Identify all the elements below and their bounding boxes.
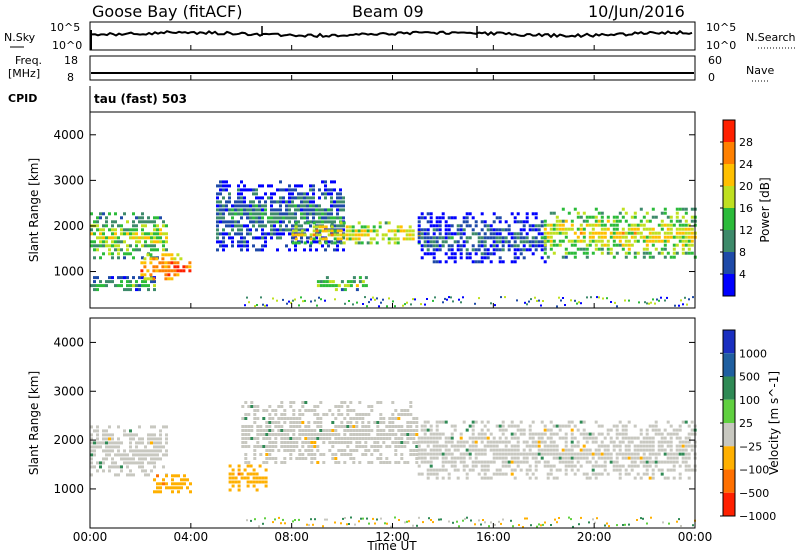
beam-title: Beam 09 — [352, 2, 424, 21]
power-colorbar-label-4: 20 — [739, 180, 753, 193]
velocity-y-axis-label: Slant Range [km] — [27, 371, 41, 475]
power-panel-frame — [89, 111, 696, 309]
nsky-label: N.Sky — [4, 31, 36, 44]
power-echo-band-0 — [90, 212, 168, 260]
xtick-label-1: 04:00 — [174, 530, 209, 544]
freq-label-line1: Freq. — [15, 54, 42, 67]
nave-label: Nave — [746, 64, 774, 77]
x-axis-label: Time UT — [366, 539, 417, 553]
velocity-ytick-label-0: 1000 — [53, 482, 84, 496]
velocity-colorbar-swatch-4 — [723, 423, 735, 447]
xtick-label-3: 12:00 — [375, 530, 410, 544]
power-ytick-label-3: 4000 — [53, 128, 84, 142]
power-colorbar-label-3: 16 — [739, 202, 753, 215]
velocity-colorbar-label-5: −100 — [739, 464, 769, 477]
xtick-label-5: 20:00 — [577, 530, 612, 544]
power-colorbar-label-6: 28 — [739, 136, 753, 149]
date-title: 10/Jun/2016 — [588, 2, 685, 21]
power-colorbar-swatch-5 — [723, 164, 735, 186]
power-ytick-label-2: 3000 — [53, 173, 84, 187]
nsearch-label: N.Search — [746, 31, 796, 44]
power-echo-band-6 — [417, 212, 547, 264]
velocity-colorbar-label-2: 100 — [739, 394, 760, 407]
xtick-label-2: 08:00 — [274, 530, 309, 544]
velocity-colorbar-swatch-5 — [723, 446, 735, 470]
nsky-tick-bottom: 10^0 — [52, 39, 82, 52]
power-colorbar-label-1: 8 — [739, 246, 746, 259]
power-colorbar-label: Power [dB] — [758, 177, 772, 242]
velocity-heatmap-echoes — [90, 401, 697, 528]
power-colorbar-label-2: 12 — [739, 224, 753, 237]
velocity-colorbar-swatch-3 — [723, 399, 735, 423]
power-heatmap-echoes — [90, 180, 697, 308]
freq-label-line2: [MHz] — [8, 67, 40, 80]
cpid-value: tau (fast) 503 — [94, 92, 187, 106]
nsky-trace — [91, 29, 693, 39]
power-colorbar-label-5: 24 — [739, 158, 753, 171]
nsky-tick-top: 10^5 — [50, 21, 80, 34]
power-echo-band-1 — [90, 276, 156, 292]
velocity-colorbar-label-1: 500 — [739, 371, 760, 384]
nave-tick-bottom: 0 — [708, 71, 715, 84]
power-echo-band-7 — [543, 207, 697, 259]
velocity-colorbar-swatch-1 — [723, 353, 735, 377]
velocity-colorbar-label-0: 1000 — [739, 347, 767, 360]
velocity-echo-band-1 — [153, 474, 192, 494]
velocity-colorbar-label-3: 25 — [739, 417, 753, 430]
power-y-axis: 1000 2000 3000 4000 — [53, 128, 695, 279]
nsearch-tick-top: 10^5 — [706, 21, 736, 34]
velocity-colorbar-label-7: −1000 — [739, 510, 776, 523]
power-echo-band-4 — [291, 221, 421, 245]
velocity-colorbar-label: Velocity [m s^-1] — [767, 371, 781, 475]
time-x-axis: 00:00 04:00 08:00 12:00 16:00 20:00 00:00 — [73, 45, 713, 544]
xtick-label-0: 00:00 — [73, 530, 108, 544]
velocity-echo-band-2 — [228, 464, 268, 492]
power-colorbar-swatch-4 — [723, 186, 735, 208]
velocity-echo-band-4 — [417, 420, 697, 480]
power-colorbar-swatch-6 — [723, 142, 735, 164]
power-colorbar-label-0: 4 — [739, 268, 746, 281]
power-colorbar-swatch-7 — [723, 120, 735, 142]
nave-tick-top: 60 — [708, 54, 722, 67]
power-ytick-label-0: 1000 — [53, 265, 84, 279]
power-y-axis-label: Slant Range [km] — [27, 158, 41, 262]
velocity-colorbar-swatch-7 — [723, 492, 735, 516]
velocity-colorbar-swatch-6 — [723, 469, 735, 493]
cpid-label: CPID — [8, 92, 37, 105]
station-title: Goose Bay (fitACF) — [92, 2, 242, 21]
power-colorbar: 4 8 12 16 20 24 28 — [720, 119, 753, 297]
velocity-colorbar-swatch-2 — [723, 376, 735, 400]
xtick-label-4: 16:00 — [476, 530, 511, 544]
power-near-range-scatter — [244, 296, 694, 308]
power-echo-band-5 — [316, 276, 368, 292]
velocity-ytick-label-1: 2000 — [53, 433, 84, 447]
freq-tick-bottom: 8 — [67, 71, 74, 84]
power-colorbar-swatch-2 — [723, 230, 735, 252]
power-colorbar-swatch-0 — [723, 274, 735, 296]
power-echo-band-3 — [216, 180, 345, 252]
velocity-ytick-label-2: 3000 — [53, 384, 84, 398]
power-colorbar-swatch-3 — [723, 208, 735, 230]
velocity-echo-band-0 — [90, 425, 168, 477]
velocity-colorbar-label-4: −25 — [739, 440, 762, 453]
nsearch-tick-bottom: 10^0 — [706, 39, 736, 52]
power-colorbar-swatch-1 — [723, 252, 735, 274]
velocity-colorbar-swatch-0 — [723, 330, 735, 354]
velocity-echo-band-3 — [241, 401, 419, 464]
xtick-label-6: 00:00 — [678, 530, 713, 544]
velocity-y-axis: 1000 2000 3000 4000 — [53, 335, 695, 496]
power-echo-band-2 — [140, 253, 192, 281]
power-ytick-label-1: 2000 — [53, 219, 84, 233]
velocity-colorbar-label-6: −500 — [739, 487, 769, 500]
freq-tick-top: 18 — [64, 54, 78, 67]
velocity-colorbar: 1000 500 100 25 −25 −100 −500 −1000 — [720, 329, 776, 523]
velocity-near-range-scatter — [246, 516, 696, 528]
velocity-ytick-label-3: 4000 — [53, 335, 84, 349]
